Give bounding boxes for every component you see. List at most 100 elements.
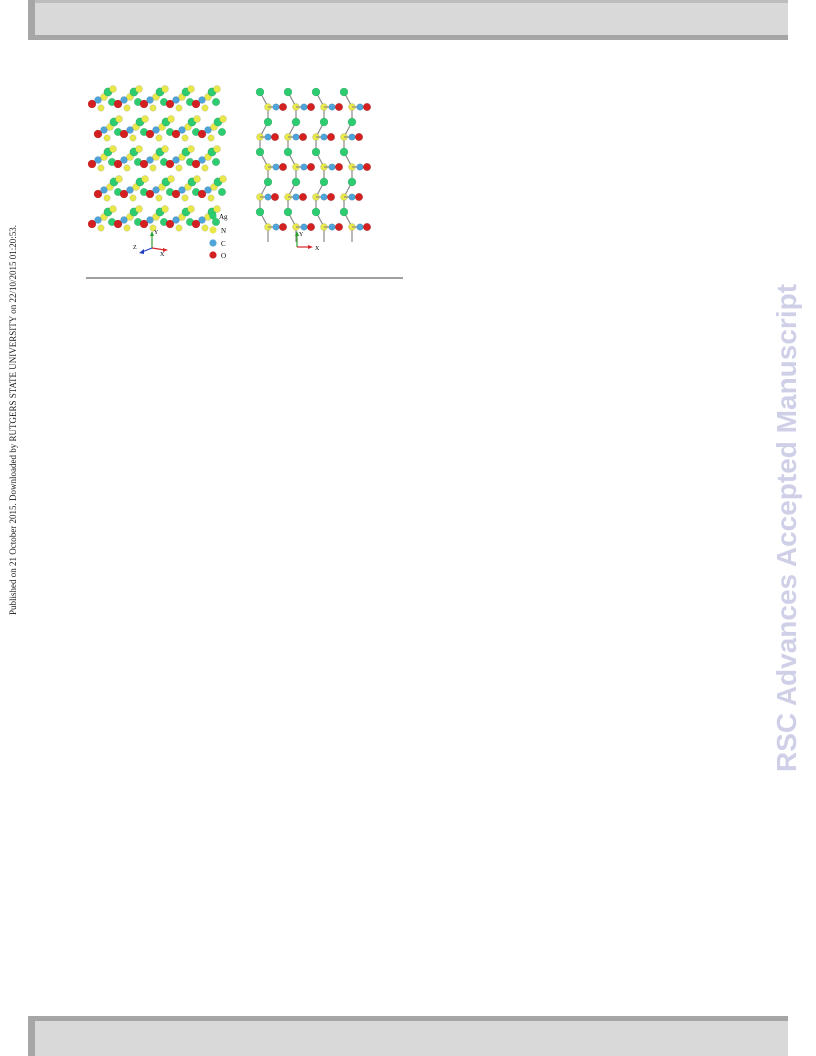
atom-c xyxy=(292,193,300,201)
atom-n xyxy=(193,175,201,183)
watermark-text: RSC Advances Accepted Manuscript xyxy=(771,283,802,773)
atom-ag xyxy=(217,128,226,137)
atom-n xyxy=(213,85,221,93)
atom-o xyxy=(326,192,335,201)
atom-n xyxy=(219,175,227,183)
atom-c xyxy=(264,133,272,141)
atom-ag xyxy=(339,207,349,217)
atom-o xyxy=(355,192,364,201)
atom-o xyxy=(306,222,315,231)
atom-n xyxy=(207,194,215,202)
atom-n xyxy=(109,85,117,93)
atom-o xyxy=(306,103,315,112)
atom-ag xyxy=(291,117,301,127)
atom-n xyxy=(201,224,209,232)
atom-n xyxy=(129,134,137,142)
atom-o xyxy=(363,222,372,231)
atom-ag xyxy=(255,207,265,217)
atom-n xyxy=(135,145,143,153)
atom-o xyxy=(113,159,123,169)
figure-caption-rule xyxy=(86,277,403,279)
atom-c xyxy=(94,216,102,224)
atom-o xyxy=(139,219,149,229)
atom-c xyxy=(126,126,134,134)
right-axis-y-label: Y xyxy=(299,232,304,238)
atom-o xyxy=(113,219,123,229)
atom-ag xyxy=(347,117,357,127)
atom-o xyxy=(355,133,364,142)
crystal-structure-figure: Y X Z Ag N C O Y X xyxy=(87,85,372,260)
atom-n xyxy=(161,85,169,93)
atom-legend: Ag N C O xyxy=(209,212,228,260)
atom-n xyxy=(123,164,131,172)
atom-ag xyxy=(347,177,357,187)
atom-n xyxy=(109,205,117,213)
atom-c xyxy=(356,223,364,231)
atom-c xyxy=(292,133,300,141)
atom-o xyxy=(165,219,175,229)
atom-n xyxy=(167,115,175,123)
atom-o xyxy=(87,159,97,169)
left-axis-y-label: Y xyxy=(154,230,159,236)
atom-n xyxy=(187,205,195,213)
atom-c xyxy=(328,223,336,231)
legend-c-label: C xyxy=(221,240,226,248)
atom-c xyxy=(204,186,212,194)
atom-n xyxy=(201,164,209,172)
atom-c xyxy=(198,216,206,224)
atom-o xyxy=(93,129,103,139)
atom-n xyxy=(115,175,123,183)
atom-c xyxy=(100,186,108,194)
atom-n xyxy=(141,115,149,123)
atom-n xyxy=(187,85,195,93)
atom-ag xyxy=(339,87,349,97)
right-axis-triad: Y X xyxy=(295,231,320,252)
atom-c xyxy=(126,186,134,194)
legend-c-swatch xyxy=(209,239,217,247)
atom-c xyxy=(198,96,206,104)
atom-n xyxy=(213,145,221,153)
atom-c xyxy=(300,223,308,231)
atom-c xyxy=(328,163,336,171)
atom-o xyxy=(363,103,372,112)
atom-ag xyxy=(283,147,293,157)
atom-c xyxy=(146,96,154,104)
atom-n xyxy=(207,134,215,142)
legend-n-swatch xyxy=(209,226,217,234)
atom-o xyxy=(113,99,123,109)
atom-n xyxy=(103,134,111,142)
atom-o xyxy=(87,99,97,109)
atom-n xyxy=(149,104,157,112)
atom-ag xyxy=(311,87,321,97)
atom-c xyxy=(172,96,180,104)
atom-o xyxy=(139,159,149,169)
left-structure-view xyxy=(87,85,227,232)
atom-n xyxy=(181,134,189,142)
atom-c xyxy=(272,103,280,111)
atom-c xyxy=(172,156,180,164)
atom-c xyxy=(120,96,128,104)
atom-o xyxy=(165,99,175,109)
atom-n xyxy=(175,104,183,112)
atom-n xyxy=(97,224,105,232)
atom-o xyxy=(326,133,335,142)
atom-n xyxy=(97,164,105,172)
atom-c xyxy=(146,216,154,224)
atom-o xyxy=(93,189,103,199)
atom-o xyxy=(197,129,207,139)
atom-o xyxy=(298,133,307,142)
atom-n xyxy=(193,115,201,123)
atom-c xyxy=(120,156,128,164)
atom-n xyxy=(155,134,163,142)
atom-c xyxy=(300,163,308,171)
atom-c xyxy=(198,156,206,164)
atom-ag xyxy=(263,177,273,187)
atom-n xyxy=(109,145,117,153)
atom-o xyxy=(191,159,201,169)
atom-n xyxy=(97,104,105,112)
atom-ag xyxy=(283,87,293,97)
atom-o xyxy=(139,99,149,109)
right-structure-view xyxy=(255,87,372,242)
atom-n xyxy=(213,205,221,213)
atom-n xyxy=(115,115,123,123)
